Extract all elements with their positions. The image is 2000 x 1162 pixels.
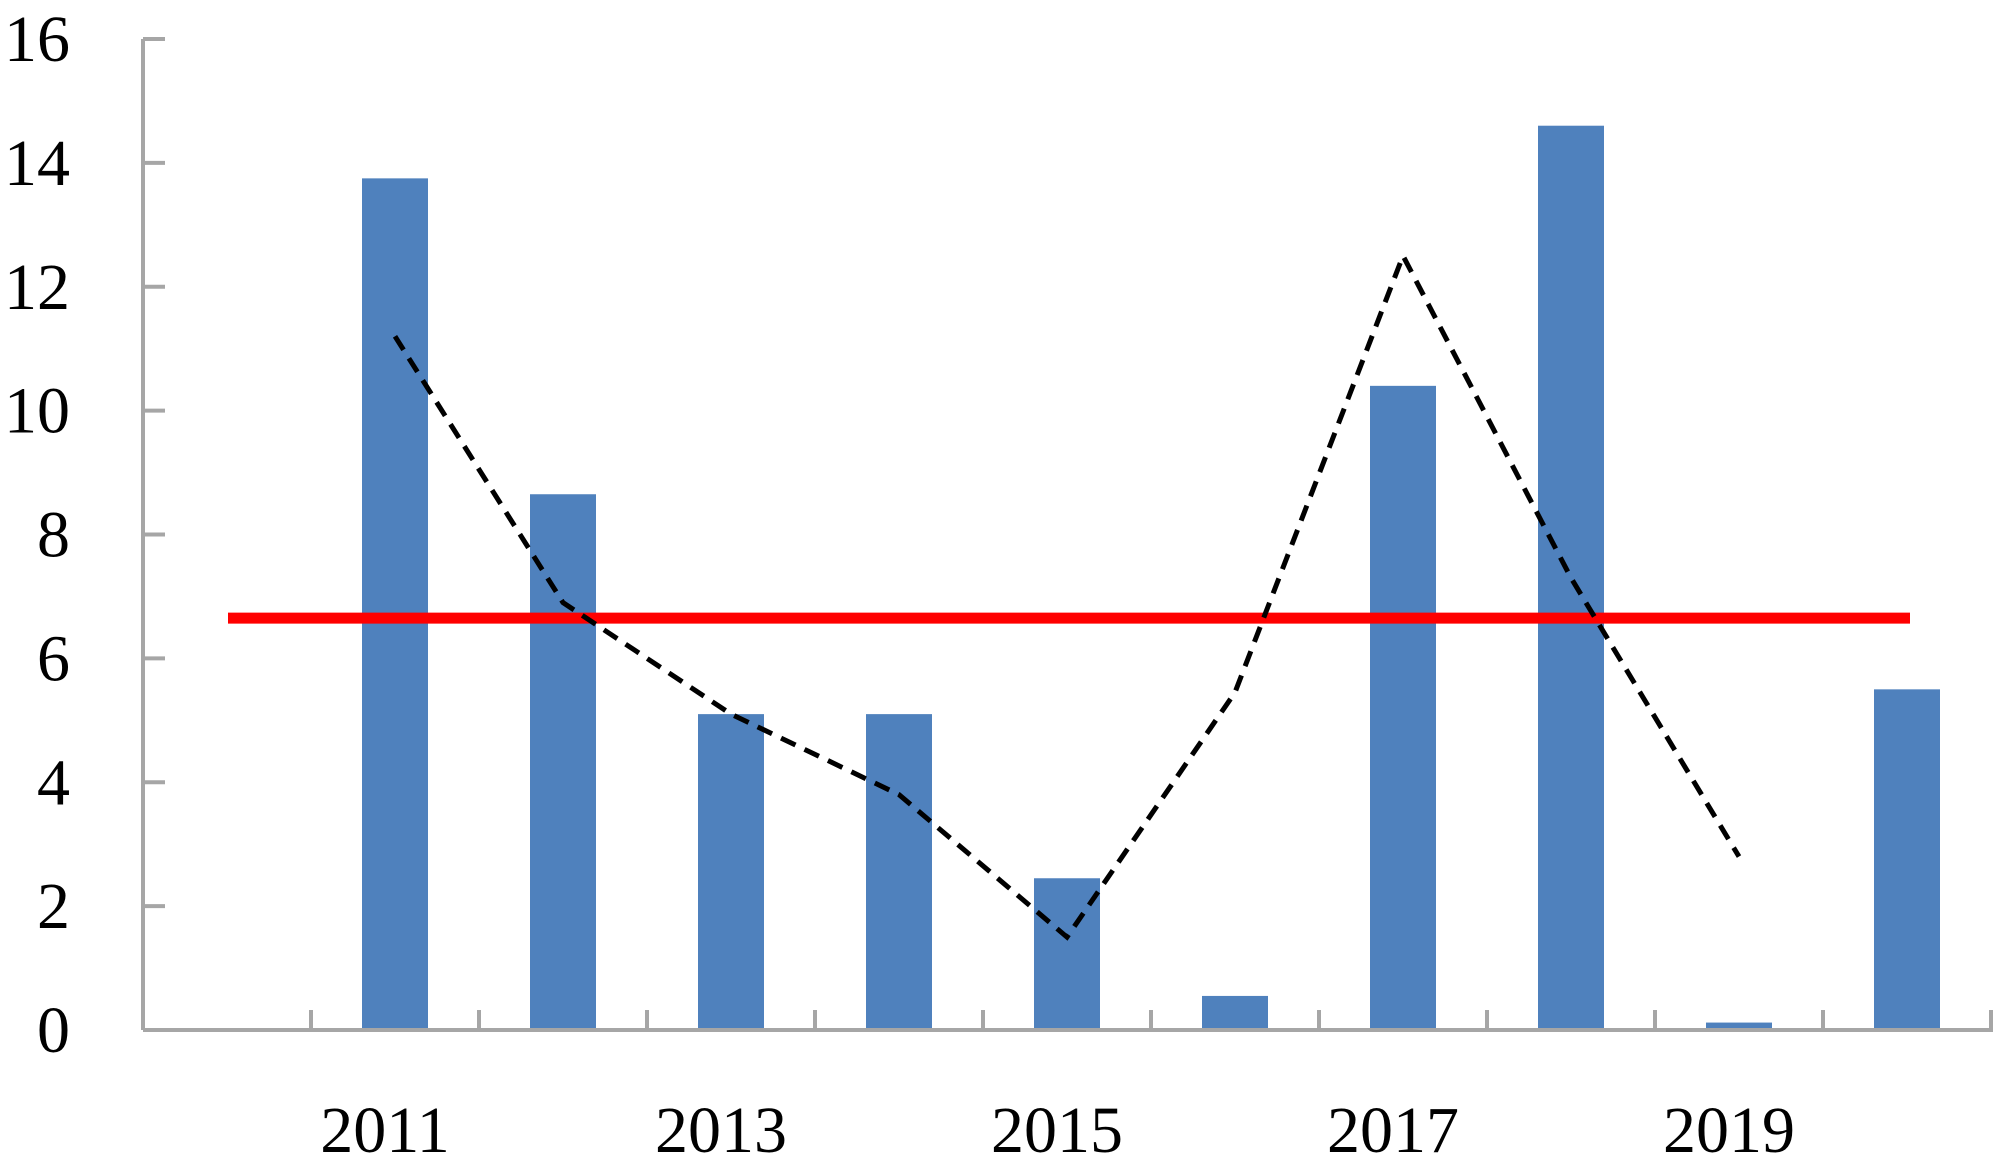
y-tick-label: 10 (4, 375, 70, 448)
bar-2016 (1202, 995, 1268, 1028)
bar-2018 (1538, 125, 1604, 1028)
x-tick-label: 2013 (655, 1094, 787, 1162)
bar-2011 (362, 178, 428, 1028)
bar-2020 (1874, 689, 1940, 1028)
y-tick-label: 0 (37, 994, 70, 1067)
axes (141, 37, 1993, 1032)
bar-series (362, 125, 1940, 1029)
x-tick-label: 2015 (991, 1094, 1123, 1162)
bar-2012 (530, 494, 596, 1029)
trend-line (392, 249, 1742, 941)
x-tick-label: 2017 (1327, 1094, 1459, 1162)
bar-2019 (1706, 1022, 1772, 1028)
y-tick-label: 8 (37, 499, 70, 572)
y-axis-tick-labels: 0 2 4 6 8 10 12 14 16 (4, 3, 70, 1067)
y-tick-label: 2 (37, 870, 70, 943)
bar-2017 (1370, 385, 1436, 1029)
y-tick-label: 16 (4, 3, 70, 76)
x-axis-tick-labels: 2011 2013 2015 2017 2019 (320, 1094, 1795, 1162)
trend-line-series (392, 249, 1742, 941)
y-tick-label: 4 (37, 746, 70, 819)
x-tick-label: 2019 (1663, 1094, 1795, 1162)
bar-2014 (866, 714, 932, 1028)
x-tick-label: 2011 (320, 1094, 450, 1162)
y-tick-label: 6 (37, 622, 70, 695)
y-tick-label: 12 (4, 251, 70, 324)
y-tick-label: 14 (4, 127, 70, 200)
bar-2013 (698, 714, 764, 1028)
